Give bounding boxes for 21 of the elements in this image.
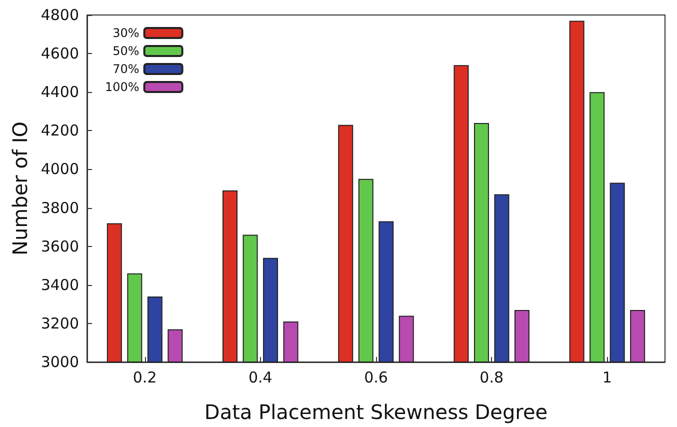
- x-axis-title: Data Placement Skewness Degree: [204, 400, 548, 424]
- x-tick-label: 0.6: [364, 368, 388, 386]
- y-tick-label: 4000: [40, 160, 79, 178]
- x-tick-label: 1: [602, 368, 612, 386]
- y-tick-label: 4600: [40, 44, 79, 63]
- y-tick-label: 4200: [40, 122, 79, 140]
- x-tick-label: 0.8: [480, 368, 504, 386]
- y-tick-label: 3600: [40, 237, 79, 256]
- y-tick-label: 4800: [40, 6, 79, 24]
- legend-label: 70%: [112, 62, 140, 76]
- legend-label: 100%: [104, 80, 140, 94]
- legend-label: 30%: [112, 26, 140, 40]
- y-tick-label: 3000: [40, 353, 79, 371]
- y-tick-label: 3400: [40, 276, 79, 294]
- y-tick-label: 3800: [40, 198, 79, 217]
- y-tick-label: 3200: [40, 314, 79, 332]
- x-tick-label: 0.2: [132, 368, 157, 386]
- y-axis-title: Number of IO: [8, 122, 32, 256]
- x-tick-label: 0.4: [248, 368, 272, 386]
- legend-label: 50%: [112, 44, 140, 58]
- y-tick-label: 4400: [40, 83, 79, 102]
